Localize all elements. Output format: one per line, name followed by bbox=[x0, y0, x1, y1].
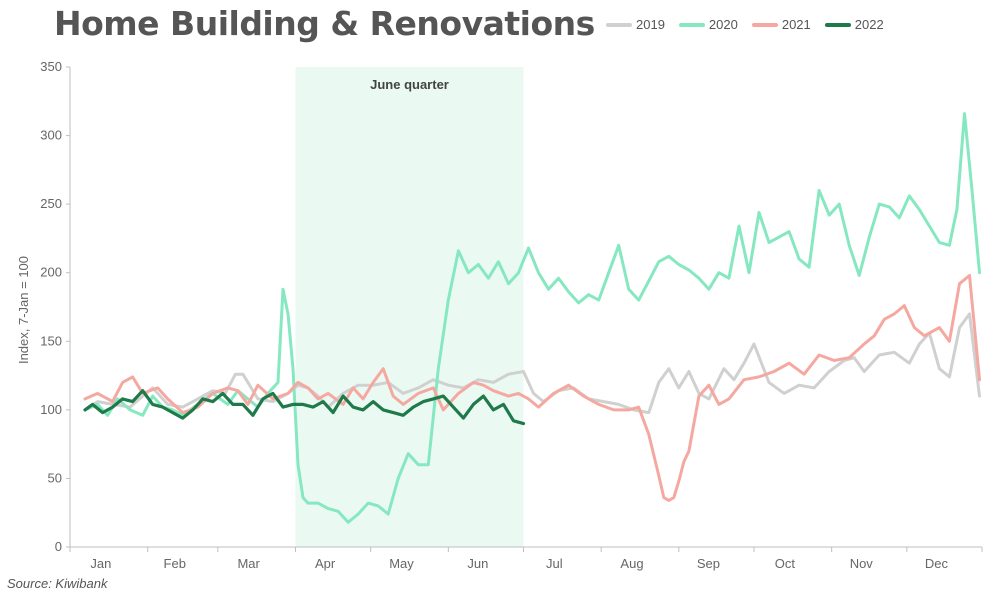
x-tick-label: Jan bbox=[90, 556, 111, 571]
x-tick-label: Jun bbox=[467, 556, 488, 571]
series-line-2022 bbox=[83, 389, 526, 426]
series-line-2020 bbox=[83, 112, 981, 524]
x-tick-label: Mar bbox=[237, 556, 260, 571]
june-quarter-shading bbox=[295, 67, 524, 547]
legend-label-2020: 2020 bbox=[708, 17, 738, 32]
source-note: Source: Kiwibank bbox=[7, 576, 108, 591]
y-tick-label: 0 bbox=[55, 539, 62, 554]
x-tick-label: May bbox=[389, 556, 414, 571]
chart-title: Home Building & Renovations bbox=[54, 4, 595, 43]
legend-item-2020: 2020 bbox=[678, 17, 738, 32]
legend-swatch-2021 bbox=[751, 22, 778, 27]
y-axis-label: Index, 7-Jan = 100 bbox=[16, 256, 31, 364]
x-tick-label: Nov bbox=[850, 556, 874, 571]
legend: 2019 2020 2021 2022 bbox=[606, 17, 884, 32]
x-tick-label: Apr bbox=[315, 556, 336, 571]
legend-item-2019: 2019 bbox=[606, 17, 665, 32]
shaded-region-label: June quarter bbox=[370, 77, 449, 92]
x-tick-label: Dec bbox=[925, 556, 949, 571]
legend-label-2019: 2019 bbox=[636, 17, 665, 32]
legend-label-2022: 2022 bbox=[854, 17, 884, 32]
y-tick-label: 350 bbox=[40, 59, 62, 74]
y-tick-label: 300 bbox=[40, 128, 62, 143]
series-line-2021 bbox=[83, 274, 981, 502]
legend-swatch-2019 bbox=[606, 22, 632, 27]
y-tick-label: 50 bbox=[48, 470, 62, 485]
legend-item-2021: 2021 bbox=[751, 17, 811, 32]
x-tick-label: Oct bbox=[775, 556, 796, 571]
legend-swatch-2022 bbox=[824, 22, 851, 27]
y-tick-label: 150 bbox=[40, 333, 62, 348]
legend-swatch-2020 bbox=[678, 22, 705, 27]
x-tick-label: Feb bbox=[164, 556, 186, 571]
y-tick-label: 250 bbox=[40, 196, 62, 211]
x-tick-label: Aug bbox=[620, 556, 643, 571]
x-tick-label: Sep bbox=[697, 556, 720, 571]
y-tick-label: 200 bbox=[40, 265, 62, 280]
y-tick-label: 100 bbox=[40, 402, 62, 417]
x-tick-label: Jul bbox=[546, 556, 563, 571]
legend-item-2022: 2022 bbox=[824, 17, 884, 32]
legend-label-2021: 2021 bbox=[781, 17, 811, 32]
